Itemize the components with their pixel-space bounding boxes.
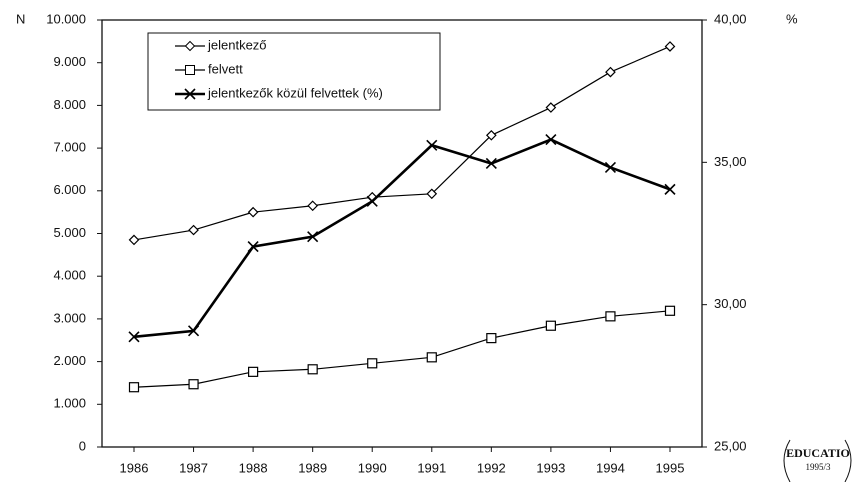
- series-line: [133, 45, 671, 241]
- legend-marker: [184, 40, 196, 52]
- marker-square: [307, 364, 318, 375]
- stamp-year: 1995/3: [805, 462, 831, 472]
- x-tick-label: 1993: [536, 460, 565, 475]
- x-tick-label: 1991: [417, 460, 446, 475]
- marker-x: [604, 161, 617, 174]
- x-tick-label: 1986: [120, 460, 149, 475]
- marker-x: [366, 195, 378, 207]
- x-tick-label: 1995: [656, 460, 685, 475]
- marker-diamond: [307, 200, 319, 212]
- y-tick-label: 2.000: [53, 353, 86, 368]
- legend-label: felvett: [208, 61, 243, 76]
- marker-x: [545, 133, 557, 146]
- y-tick-label: 10.000: [46, 11, 86, 26]
- marker-diamond: [485, 129, 497, 141]
- series-line: [133, 138, 671, 339]
- marker-x: [187, 325, 200, 337]
- y2-tick-label: 25,00: [714, 438, 747, 453]
- y-tick-label: 4.000: [53, 268, 86, 283]
- marker-square: [367, 358, 378, 369]
- x-tick-label: 1992: [477, 460, 506, 475]
- y-tick-label: 3.000: [53, 310, 86, 325]
- marker-x: [307, 231, 319, 243]
- marker-diamond: [247, 206, 259, 218]
- marker-diamond: [664, 41, 676, 52]
- marker-square: [426, 352, 437, 363]
- marker-x: [426, 139, 438, 151]
- marker-x: [247, 241, 259, 253]
- marker-square: [664, 305, 676, 316]
- y2-axis-label: %: [786, 11, 798, 26]
- marker-square: [128, 382, 140, 393]
- stamp-frame: [783, 439, 852, 482]
- marker-square: [248, 366, 259, 377]
- y-tick-label: 6.000: [53, 182, 86, 197]
- y-axis-label: N: [16, 11, 25, 26]
- x-tick-label: 1994: [596, 460, 625, 475]
- y2-tick-label: 35,00: [714, 154, 747, 169]
- marker-diamond: [545, 102, 557, 113]
- series-line: [133, 310, 671, 388]
- marker-diamond: [188, 224, 199, 236]
- y-tick-label: 7.000: [53, 140, 86, 155]
- y-tick-label: 9.000: [53, 54, 86, 69]
- legend-label: jelentkező: [207, 37, 267, 52]
- x-tick-label: 1989: [298, 460, 327, 475]
- marker-diamond: [605, 66, 616, 78]
- marker-square: [545, 320, 556, 331]
- y-tick-label: 5.000: [53, 225, 86, 240]
- y2-tick-label: 30,00: [714, 296, 747, 311]
- marker-x: [128, 331, 140, 343]
- stamp-title: EDUCATIO: [786, 446, 850, 460]
- x-tick-label: 1987: [179, 460, 208, 475]
- legend-marker: [184, 88, 196, 100]
- x-tick-label: 1990: [358, 460, 387, 475]
- marker-square: [486, 333, 497, 344]
- marker-x: [485, 157, 497, 170]
- y-tick-label: 0: [79, 438, 86, 453]
- legend-label: jelentkezők közül felvettek (%): [207, 85, 383, 100]
- y-tick-label: 8.000: [53, 97, 86, 112]
- marker-diamond: [426, 188, 438, 200]
- x-tick-label: 1988: [239, 460, 268, 475]
- legend-marker: [185, 65, 195, 75]
- marker-square: [188, 379, 199, 390]
- y2-tick-label: 40,00: [714, 11, 747, 26]
- y-tick-label: 1.000: [53, 396, 86, 411]
- marker-x: [664, 183, 676, 195]
- marker-diamond: [128, 234, 140, 246]
- marker-square: [605, 311, 616, 322]
